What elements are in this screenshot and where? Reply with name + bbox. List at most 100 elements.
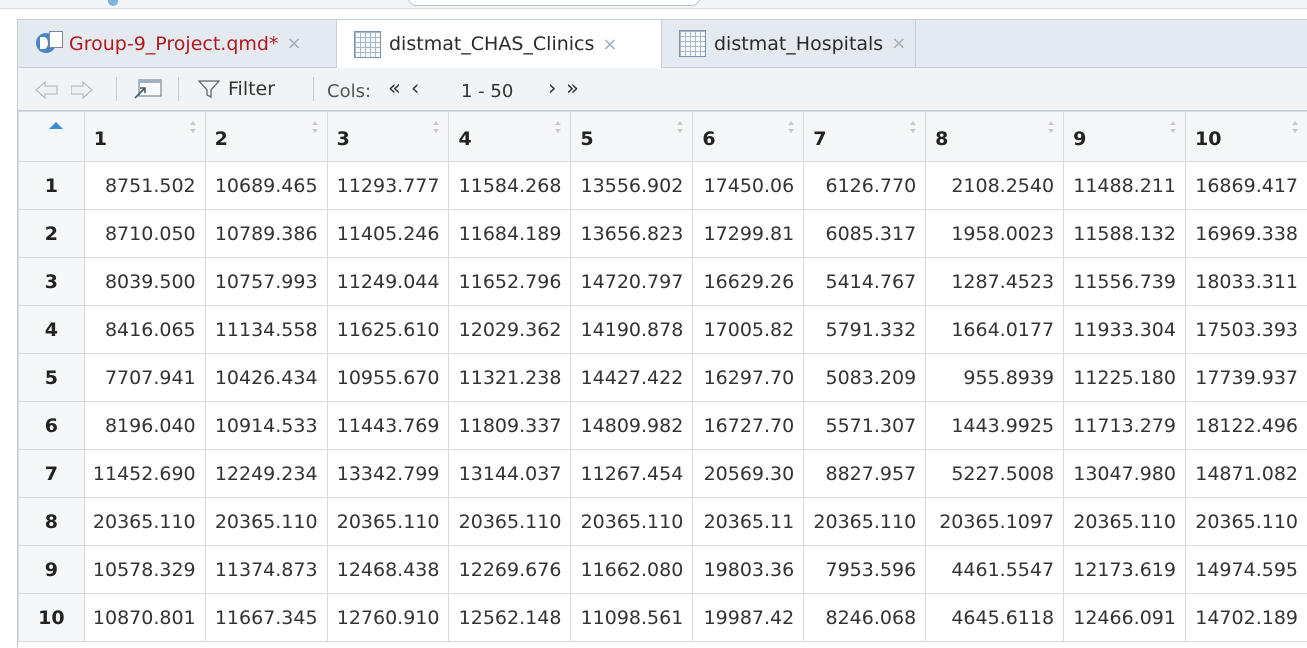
- sort-toggle-icon[interactable]: [1291, 118, 1299, 136]
- column-header[interactable]: 6: [693, 112, 804, 162]
- table-cell[interactable]: 14871.082: [1185, 450, 1307, 498]
- sort-toggle-icon[interactable]: [909, 118, 917, 136]
- table-cell[interactable]: 19987.42: [693, 594, 804, 642]
- table-cell[interactable]: 20365.110: [205, 498, 327, 546]
- table-cell[interactable]: 13047.980: [1064, 450, 1186, 498]
- table-cell[interactable]: 11662.080: [571, 546, 693, 594]
- table-cell[interactable]: 13342.799: [327, 450, 449, 498]
- table-cell[interactable]: 8827.957: [804, 450, 926, 498]
- row-index-header[interactable]: [19, 112, 85, 162]
- table-cell[interactable]: 7707.941: [84, 354, 205, 402]
- table-cell[interactable]: 20365.1097: [926, 498, 1064, 546]
- column-header[interactable]: 2: [205, 112, 327, 162]
- table-cell[interactable]: 11684.189: [449, 210, 571, 258]
- table-cell[interactable]: 5227.5008: [926, 450, 1064, 498]
- table-cell[interactable]: 12468.438: [327, 546, 449, 594]
- table-cell[interactable]: 11374.873: [205, 546, 327, 594]
- sort-toggle-icon[interactable]: [1047, 118, 1055, 136]
- table-cell[interactable]: 10870.801: [84, 594, 205, 642]
- table-cell[interactable]: 20365.110: [804, 498, 926, 546]
- table-cell[interactable]: 18033.311: [1185, 258, 1307, 306]
- table-cell[interactable]: 8710.050: [84, 210, 205, 258]
- table-cell[interactable]: 12269.676: [449, 546, 571, 594]
- table-cell[interactable]: 14190.878: [571, 306, 693, 354]
- sort-toggle-icon[interactable]: [1169, 118, 1177, 136]
- table-cell[interactable]: 8039.500: [84, 258, 205, 306]
- table-cell[interactable]: 7953.596: [804, 546, 926, 594]
- table-cell[interactable]: 20365.110: [449, 498, 571, 546]
- table-cell[interactable]: 16727.70: [693, 402, 804, 450]
- table-cell[interactable]: 10578.329: [84, 546, 205, 594]
- back-arrow-icon[interactable]: [35, 81, 65, 99]
- table-cell[interactable]: 1958.0023: [926, 210, 1064, 258]
- table-cell[interactable]: 14702.189: [1185, 594, 1307, 642]
- table-cell[interactable]: 5414.767: [804, 258, 926, 306]
- table-cell[interactable]: 11713.279: [1064, 402, 1186, 450]
- table-cell[interactable]: 955.8939: [926, 354, 1064, 402]
- table-cell[interactable]: 10789.386: [205, 210, 327, 258]
- table-cell[interactable]: 20365.110: [1185, 498, 1307, 546]
- table-cell[interactable]: 11452.690: [84, 450, 205, 498]
- table-cell[interactable]: 20365.110: [571, 498, 693, 546]
- table-cell[interactable]: 16969.338: [1185, 210, 1307, 258]
- table-cell[interactable]: 11556.739: [1064, 258, 1186, 306]
- table-cell[interactable]: 4645.6118: [926, 594, 1064, 642]
- table-cell[interactable]: 20365.110: [1064, 498, 1186, 546]
- table-cell[interactable]: 12173.619: [1064, 546, 1186, 594]
- table-cell[interactable]: 20569.30: [693, 450, 804, 498]
- sort-toggle-icon[interactable]: [676, 118, 684, 136]
- column-header[interactable]: 7: [804, 112, 926, 162]
- column-header[interactable]: 3: [327, 112, 449, 162]
- cols-first-button[interactable]: «: [388, 76, 401, 100]
- tab-distmat-hospitals[interactable]: distmat_Hospitals ×: [662, 20, 916, 67]
- table-cell[interactable]: 11625.610: [327, 306, 449, 354]
- table-cell[interactable]: 1664.0177: [926, 306, 1064, 354]
- column-header[interactable]: 9: [1064, 112, 1186, 162]
- table-cell[interactable]: 11293.777: [327, 162, 449, 210]
- filter-button[interactable]: Filter: [198, 74, 275, 104]
- table-cell[interactable]: 10757.993: [205, 258, 327, 306]
- sort-toggle-icon[interactable]: [189, 118, 197, 136]
- cols-prev-button[interactable]: ‹: [411, 76, 419, 100]
- table-cell[interactable]: 8416.065: [84, 306, 205, 354]
- table-cell[interactable]: 1287.4523: [926, 258, 1064, 306]
- table-cell[interactable]: 10426.434: [205, 354, 327, 402]
- sort-toggle-icon[interactable]: [787, 118, 795, 136]
- forward-arrow-icon[interactable]: [71, 81, 101, 99]
- column-header[interactable]: 8: [926, 112, 1064, 162]
- table-cell[interactable]: 16869.417: [1185, 162, 1307, 210]
- table-cell[interactable]: 10955.670: [327, 354, 449, 402]
- table-cell[interactable]: 17299.81: [693, 210, 804, 258]
- table-cell[interactable]: 8751.502: [84, 162, 205, 210]
- table-cell[interactable]: 11584.268: [449, 162, 571, 210]
- column-header[interactable]: 1: [84, 112, 205, 162]
- table-cell[interactable]: 11667.345: [205, 594, 327, 642]
- table-cell[interactable]: 5791.332: [804, 306, 926, 354]
- close-icon[interactable]: ×: [286, 33, 301, 54]
- table-cell[interactable]: 6126.770: [804, 162, 926, 210]
- table-cell[interactable]: 17005.82: [693, 306, 804, 354]
- table-cell[interactable]: 11321.238: [449, 354, 571, 402]
- table-cell[interactable]: 12249.234: [205, 450, 327, 498]
- table-cell[interactable]: 18122.496: [1185, 402, 1307, 450]
- table-cell[interactable]: 11405.246: [327, 210, 449, 258]
- table-cell[interactable]: 10914.533: [205, 402, 327, 450]
- table-cell[interactable]: 12029.362: [449, 306, 571, 354]
- table-cell[interactable]: 17739.937: [1185, 354, 1307, 402]
- table-cell[interactable]: 16629.26: [693, 258, 804, 306]
- table-cell[interactable]: 11134.558: [205, 306, 327, 354]
- table-cell[interactable]: 17503.393: [1185, 306, 1307, 354]
- table-cell[interactable]: 5571.307: [804, 402, 926, 450]
- table-cell[interactable]: 11933.304: [1064, 306, 1186, 354]
- column-header[interactable]: 5: [571, 112, 693, 162]
- column-header[interactable]: 4: [449, 112, 571, 162]
- table-cell[interactable]: 14809.982: [571, 402, 693, 450]
- table-cell[interactable]: 8196.040: [84, 402, 205, 450]
- table-cell[interactable]: 11588.132: [1064, 210, 1186, 258]
- table-cell[interactable]: 13656.823: [571, 210, 693, 258]
- sort-toggle-icon[interactable]: [311, 118, 319, 136]
- tab-group-9-project-qmd[interactable]: Group-9_Project.qmd* ×: [18, 20, 337, 67]
- table-cell[interactable]: 4461.5547: [926, 546, 1064, 594]
- table-cell[interactable]: 19803.36: [693, 546, 804, 594]
- table-cell[interactable]: 11225.180: [1064, 354, 1186, 402]
